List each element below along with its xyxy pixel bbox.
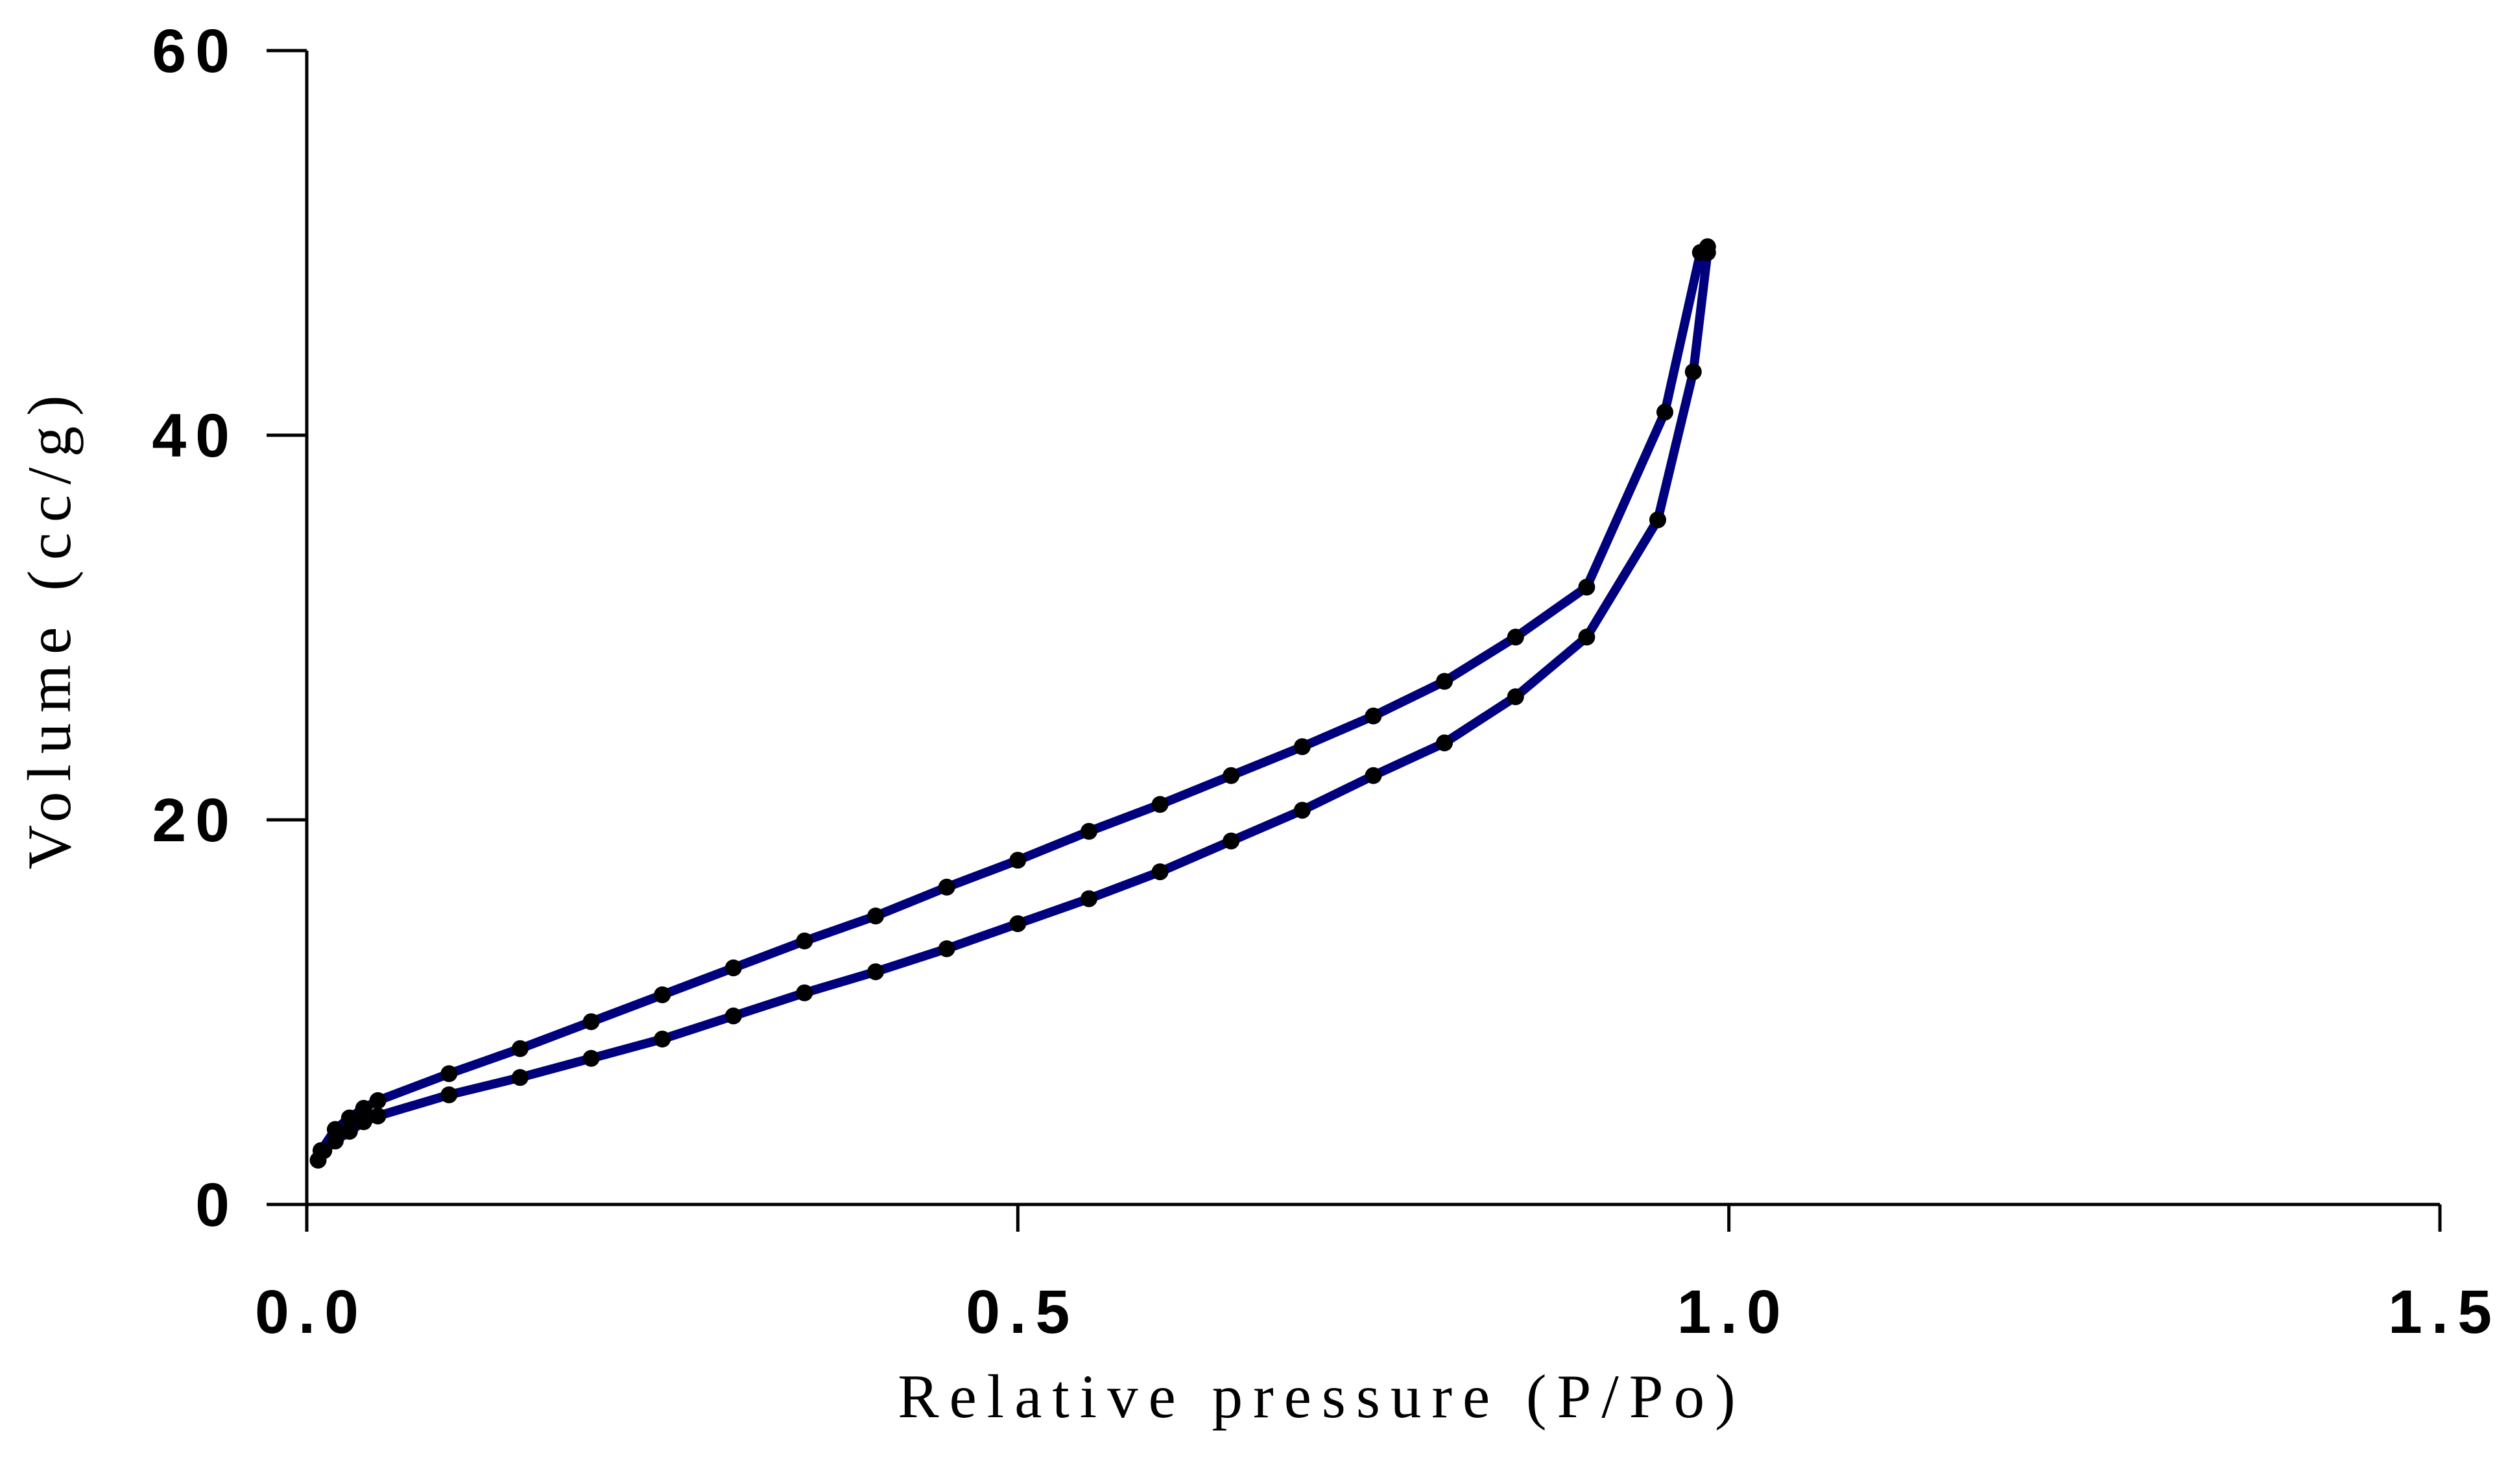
axes [305,51,2440,1206]
y-ticks: 0 20 40 60 [152,17,307,1239]
desorption-point [340,1109,358,1127]
x-tick-label: 1.0 [1677,1278,1790,1346]
desorption-point [1223,767,1240,784]
desorption-point [1151,796,1169,813]
adsorption-point [796,984,813,1001]
adsorption-point [340,1123,358,1140]
desorption-point [1081,822,1097,840]
y-tick-label: 0 [195,1171,239,1239]
adsorption-point [1081,890,1097,907]
desorption-point [312,1142,329,1159]
adsorption-point [1684,363,1702,381]
y-tick-label: 20 [152,786,239,855]
adsorption-point [582,1049,600,1067]
adsorption-point [1649,511,1666,529]
adsorption-line [313,248,1712,1165]
x-tick-label: 0.5 [966,1278,1079,1346]
adsorption-point [369,1107,387,1125]
adsorption-point [1009,915,1027,933]
adsorption-point [938,940,955,957]
desorption-point [1691,244,1709,261]
y-axis-title: Volume (cc/g) [15,385,84,869]
desorption-point [938,878,955,896]
desorption-point [369,1092,387,1109]
x-ticks: 0.0 0.5 1.0 1.5 [255,1204,2497,1346]
desorption-point [1293,738,1311,756]
desorption-point [355,1099,372,1117]
adsorption-point [1223,832,1240,850]
adsorption-point [867,963,885,981]
desorption-point [724,959,742,977]
y-tick-label: 60 [152,17,239,86]
y-tick-label: 40 [152,401,239,470]
desorption-line [316,242,1712,1155]
desorption-point [326,1121,344,1138]
desorption-point [582,1013,600,1031]
adsorption-point [1151,863,1169,881]
adsorption-point [1293,802,1311,819]
desorption-point [1009,852,1027,869]
adsorption-point [1578,628,1595,646]
desorption-point [867,907,885,925]
x-tick-label: 0.0 [255,1278,368,1346]
adsorption-point [654,1031,671,1047]
adsorption-point [440,1086,458,1103]
desorption-point [440,1065,458,1083]
desorption-point [796,932,813,950]
desorption-point [1436,673,1453,690]
desorption-point [1656,403,1673,421]
adsorption-point [1507,688,1524,706]
adsorption-point [511,1069,529,1086]
x-axis-title: Relative pressure (P/Po) [898,1362,1745,1431]
x-tick-label: 1.5 [2388,1278,2497,1346]
desorption-point [1365,707,1382,724]
desorption-point [654,986,671,1003]
desorption-point [1507,628,1524,646]
adsorption-point [1365,767,1382,784]
desorption-point [511,1040,529,1057]
desorption-point [1578,579,1595,596]
adsorption-point [355,1113,372,1131]
adsorption-point [724,1007,742,1025]
adsorption-point [1436,734,1453,752]
series-layer [309,238,1716,1169]
adsorption-point [326,1132,344,1150]
